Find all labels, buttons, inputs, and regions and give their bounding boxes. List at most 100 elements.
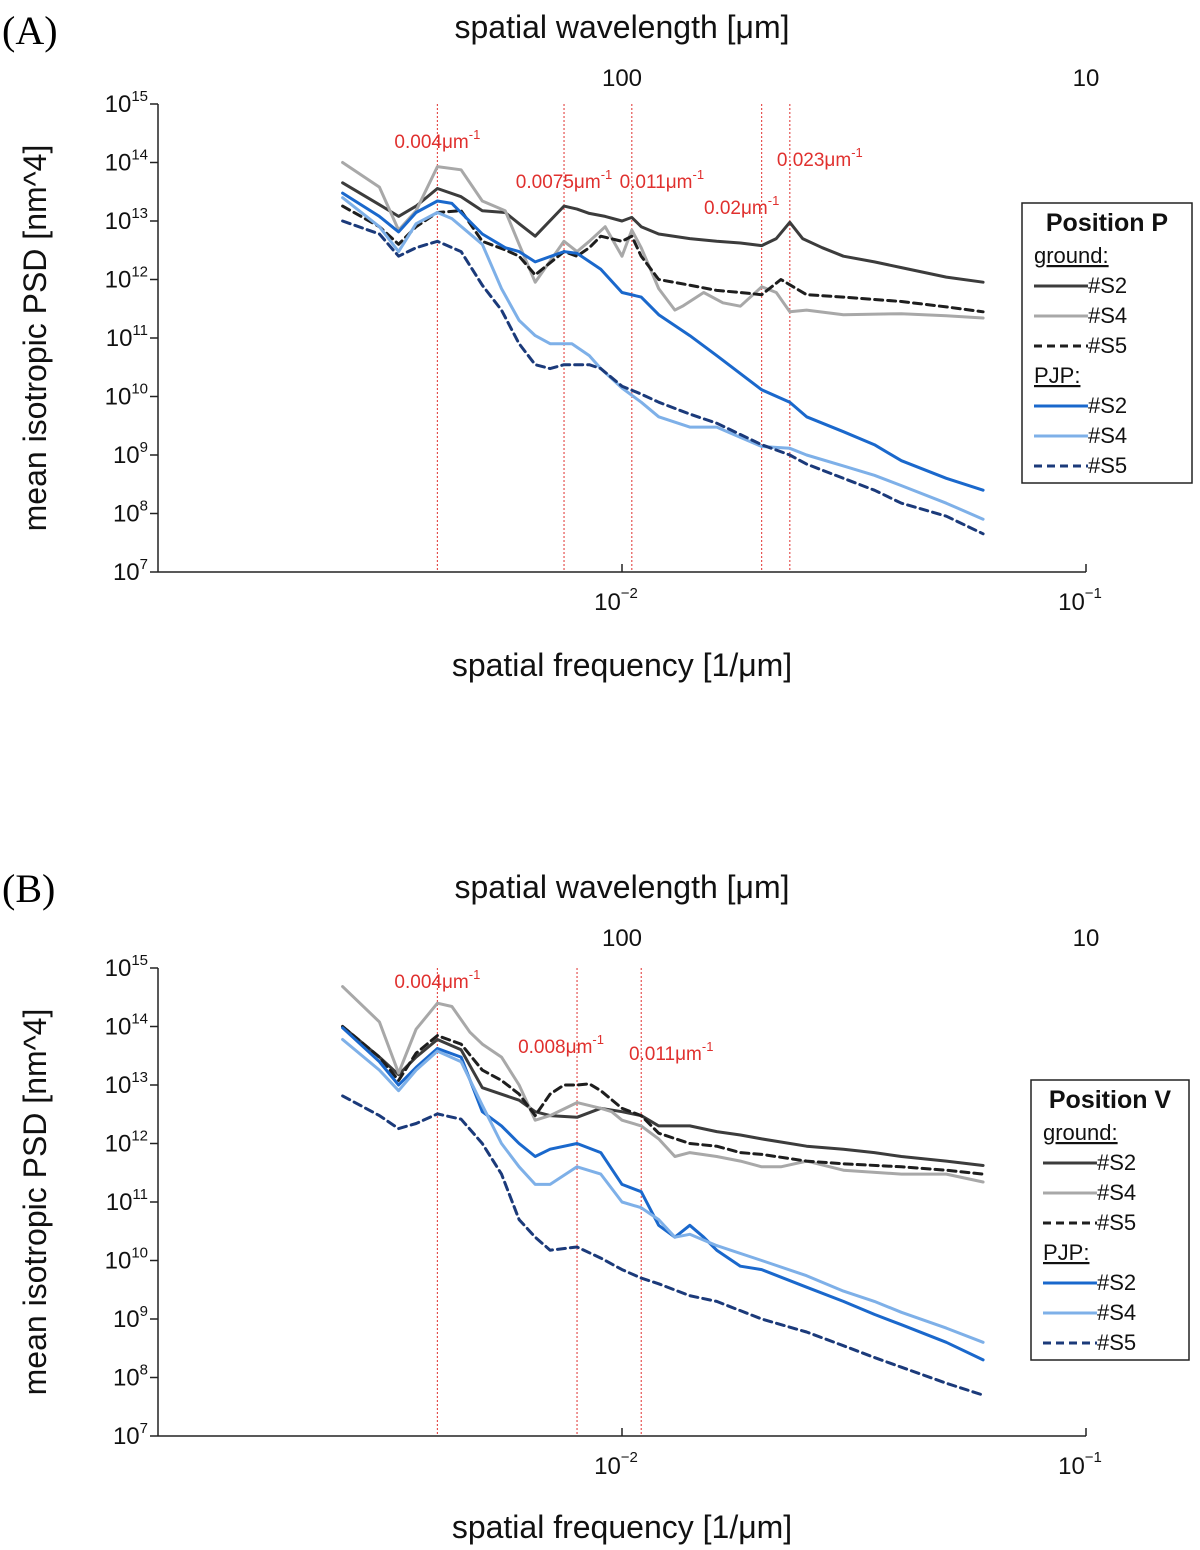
y-tick-base: 10	[113, 1365, 140, 1392]
y-tick-exponent: 12	[131, 264, 148, 281]
series-line-pjp-s2	[341, 1026, 985, 1362]
y-tick-base: 10	[113, 1423, 140, 1450]
legend-entry-label: #S4	[1097, 1300, 1136, 1325]
legend-entry-label: #S2	[1088, 393, 1127, 418]
y-tick-label: 1011	[106, 322, 148, 352]
y-tick-label: 1013	[105, 1069, 148, 1099]
x-axis-title: spatial frequency [1/μm]	[452, 1509, 792, 1545]
y-axis-title: mean isotropic PSD [nm^4]	[17, 1009, 53, 1396]
top-tick-label: 100	[602, 925, 642, 952]
x-tick-base: 10	[1058, 1453, 1085, 1480]
annotation-superscript: -1	[702, 1039, 714, 1054]
annotation-text: 0.011μm	[629, 1044, 702, 1065]
top-tick-label: 100	[602, 65, 642, 92]
top-tick-label: 10	[1073, 925, 1100, 952]
y-tick-exponent: 13	[131, 205, 148, 222]
x-axis-title: spatial frequency [1/μm]	[452, 647, 792, 683]
annotation-label: 0.023μm-1	[777, 145, 863, 171]
series-line-ground-s2	[341, 1025, 985, 1167]
annotation-text: 0.023μm	[777, 150, 851, 171]
y-tick-label: 1011	[106, 1186, 148, 1216]
series-line-ground-s5	[341, 204, 985, 314]
series-line-pjp-s2	[341, 191, 985, 492]
y-tick-base: 10	[105, 1248, 132, 1275]
y-tick-base: 10	[105, 955, 132, 982]
annotation-text: 0.0075μm	[516, 172, 601, 193]
y-tick-base: 10	[105, 150, 132, 177]
x-tick-label: 10−2	[594, 585, 638, 616]
y-tick-exponent: 15	[131, 88, 148, 105]
y-tick-label: 107	[113, 1420, 148, 1450]
panel-label: (A)	[2, 8, 58, 53]
legend: Position V ground: #S2 #S4 #S5 PJP: #S2 #S4 #S5	[1030, 1079, 1190, 1361]
series-line-ground-s4	[341, 161, 985, 320]
y-tick-exponent: 14	[131, 147, 148, 164]
annotation-superscript: -1	[601, 167, 613, 182]
legend-entry-label: #S2	[1097, 1270, 1136, 1295]
chart-panel-1: (A) spatial wavelength [μm]100 10107108109…	[2, 8, 1193, 683]
legend: Position P ground: #S2 #S4 #S5 PJP: #S2 #S4 #S5	[1021, 202, 1193, 484]
y-tick-label: 109	[113, 439, 148, 469]
y-tick-base: 10	[105, 1072, 132, 1099]
y-tick-label: 1013	[105, 205, 148, 235]
legend-entry-label: #S2	[1097, 1150, 1136, 1175]
legend-title: Position V	[1049, 1086, 1172, 1114]
legend-group-label: PJP:	[1034, 363, 1080, 388]
y-axis-title: mean isotropic PSD [nm^4]	[17, 145, 53, 532]
annotation-label: 0.02μm-1	[704, 193, 779, 219]
y-tick-exponent: 8	[140, 498, 148, 515]
y-tick-base: 10	[113, 559, 140, 586]
y-tick-label: 1015	[105, 88, 148, 118]
x-tick-label: 10−1	[1058, 1449, 1102, 1480]
top-axis-title: spatial wavelength [μm]	[454, 9, 789, 45]
annotation-text: 0.008μm	[518, 1037, 592, 1058]
legend-entry-label: #S2	[1088, 273, 1127, 298]
y-tick-label: 109	[113, 1303, 148, 1333]
y-tick-exponent: 7	[140, 556, 148, 573]
x-tick-exponent: −2	[621, 1449, 638, 1466]
legend-group-label: ground:	[1034, 243, 1109, 268]
legend-group-label: PJP:	[1043, 1240, 1089, 1265]
y-tick-exponent: 11	[132, 322, 148, 339]
annotation-superscript: -1	[693, 167, 705, 182]
y-tick-base: 10	[105, 1131, 132, 1158]
legend-title: Position P	[1046, 209, 1168, 237]
top-tick-label: 10	[1073, 65, 1100, 92]
annotation-text: 0.011μm	[620, 172, 693, 193]
y-tick-label: 1014	[105, 1011, 148, 1041]
x-tick-exponent: −1	[1085, 1449, 1102, 1466]
y-tick-base: 10	[105, 1014, 132, 1041]
y-tick-exponent: 11	[132, 1186, 148, 1203]
annotation-superscript: -1	[469, 967, 481, 982]
annotation-text: 0.004μm	[394, 132, 468, 153]
panel-label: (B)	[2, 866, 55, 911]
x-tick-exponent: −1	[1085, 585, 1102, 602]
series-line-ground-s4	[341, 985, 985, 1184]
legend-entry-label: #S4	[1097, 1180, 1136, 1205]
y-tick-exponent: 10	[131, 1245, 148, 1262]
legend-entry-label: #S4	[1088, 303, 1127, 328]
y-tick-label: 108	[113, 1362, 148, 1392]
annotation-text: 0.02μm	[704, 198, 768, 219]
y-tick-exponent: 10	[131, 381, 148, 398]
y-tick-label: 1015	[105, 952, 148, 982]
annotation-label: 0.0075μm-1	[516, 167, 612, 193]
annotation-label: 0.011μm-1	[620, 167, 704, 193]
series-line-pjp-s5	[341, 219, 985, 536]
legend-entry-label: #S5	[1088, 453, 1127, 478]
y-tick-label: 1012	[105, 1128, 148, 1158]
y-tick-base: 10	[113, 501, 140, 528]
y-tick-exponent: 15	[131, 952, 148, 969]
annotation-superscript: -1	[851, 145, 863, 160]
x-tick-label: 10−2	[594, 1449, 638, 1480]
y-tick-exponent: 7	[140, 1420, 148, 1437]
y-tick-base: 10	[113, 1306, 140, 1333]
y-tick-label: 1014	[105, 147, 148, 177]
legend-entry-label: #S5	[1088, 333, 1127, 358]
y-tick-label: 108	[113, 498, 148, 528]
x-tick-base: 10	[1058, 589, 1085, 616]
annotation-superscript: -1	[469, 127, 481, 142]
y-tick-exponent: 9	[140, 1303, 148, 1320]
y-tick-base: 10	[106, 1189, 133, 1216]
y-tick-base: 10	[105, 384, 132, 411]
